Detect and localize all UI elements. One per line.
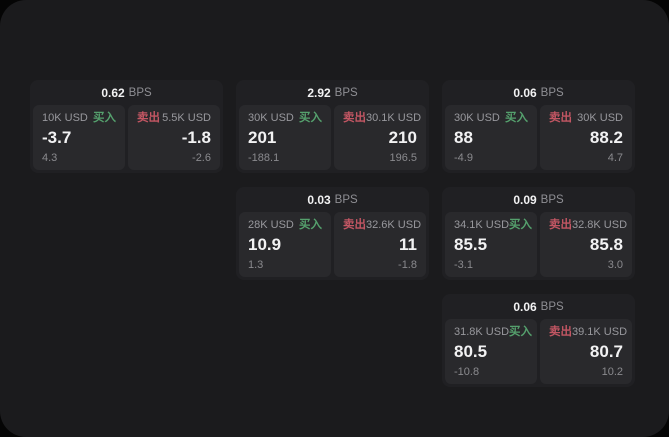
buy-amount: 34.1K USD — [454, 219, 510, 231]
sell-side-label: 卖出 — [549, 112, 572, 124]
bps-header: 0.03 BPS — [236, 187, 429, 212]
quote-panels: 10K USD 买入 -3.7 4.3 卖出 5.5K USD -1.8 -2.… — [30, 105, 223, 173]
buy-change: -10.8 — [454, 366, 480, 378]
buy-change: -3.1 — [454, 259, 473, 271]
bps-value: 0.03 — [307, 192, 331, 207]
sell-price: 210 — [388, 128, 417, 147]
buy-side-label: 买入 — [509, 219, 533, 231]
quote-card: 0.06 BPS 31.8K USD 买入 80.5 -10.8 卖出 39.1… — [442, 294, 635, 387]
sell-side-label: 卖出 — [343, 112, 366, 124]
buy-price: 80.5 — [454, 342, 488, 361]
buy-amount: 30K USD — [454, 112, 500, 124]
buy-change: 4.3 — [42, 152, 58, 164]
sell-side-label: 卖出 — [549, 219, 572, 231]
sell-amount: 32.6K USD — [366, 219, 422, 231]
buy-side-label: 买入 — [505, 112, 528, 124]
buy-amount: 28K USD — [248, 219, 294, 231]
buy-amount: 31.8K USD — [454, 326, 510, 338]
quote-panels: 28K USD 买入 10.9 1.3 卖出 32.6K USD 11 -1.8 — [236, 212, 429, 280]
sell-quote-panel[interactable]: 卖出 32.6K USD 11 -1.8 — [334, 212, 426, 277]
quote-panels: 30K USD 买入 88 -4.9 卖出 30K USD 88.2 4.7 — [442, 105, 635, 173]
sell-change: 10.2 — [601, 366, 623, 378]
buy-amount: 10K USD — [42, 112, 88, 124]
bps-header: 0.09 BPS — [442, 187, 635, 212]
sell-amount: 30.1K USD — [366, 112, 422, 124]
buy-change: 1.3 — [248, 259, 264, 271]
sell-side-label: 卖出 — [549, 326, 572, 338]
quote-panels: 34.1K USD 买入 85.5 -3.1 卖出 32.8K USD 85.8… — [442, 212, 635, 280]
sell-price: 88.2 — [589, 128, 623, 147]
sell-price: 80.7 — [589, 342, 623, 361]
bps-header: 2.92 BPS — [236, 80, 429, 105]
sell-change: -1.8 — [398, 259, 417, 271]
buy-price: 85.5 — [454, 235, 488, 254]
quote-panels: 31.8K USD 买入 80.5 -10.8 卖出 39.1K USD 80.… — [442, 319, 635, 387]
sell-amount: 5.5K USD — [162, 112, 211, 124]
bps-value: 0.62 — [101, 85, 125, 100]
buy-change: -4.9 — [454, 152, 473, 164]
buy-quote-panel[interactable]: 30K USD 买入 88 -4.9 — [445, 105, 537, 170]
sell-quote-panel[interactable]: 卖出 30.1K USD 210 196.5 — [334, 105, 426, 170]
quote-cards-grid: 0.62 BPS 10K USD 买入 -3.7 4.3 卖出 5.5K USD — [30, 80, 635, 387]
sell-quote-panel[interactable]: 卖出 32.8K USD 85.8 3.0 — [540, 212, 632, 277]
buy-quote-panel[interactable]: 10K USD 买入 -3.7 4.3 — [33, 105, 125, 170]
bps-header: 0.06 BPS — [442, 294, 635, 319]
quote-card: 0.03 BPS 28K USD 买入 10.9 1.3 卖出 32.6K US… — [236, 187, 429, 280]
sell-change: -2.6 — [192, 152, 211, 164]
sell-side-label: 卖出 — [343, 219, 366, 231]
bps-value: 2.92 — [307, 85, 331, 100]
quote-panels: 30K USD 买入 201 -188.1 卖出 30.1K USD 210 1… — [236, 105, 429, 173]
quote-card: 0.09 BPS 34.1K USD 买入 85.5 -3.1 卖出 32.8K… — [442, 187, 635, 280]
sell-amount: 39.1K USD — [572, 326, 628, 338]
quote-card: 0.06 BPS 30K USD 买入 88 -4.9 卖出 30K USD — [442, 80, 635, 173]
buy-side-label: 买入 — [299, 112, 322, 124]
sell-change: 3.0 — [607, 259, 623, 271]
buy-price: 88 — [454, 128, 473, 147]
buy-quote-panel[interactable]: 28K USD 买入 10.9 1.3 — [239, 212, 331, 277]
sell-side-label: 卖出 — [137, 112, 160, 124]
sell-amount: 32.8K USD — [572, 219, 628, 231]
buy-side-label: 买入 — [299, 219, 322, 231]
bps-unit-label: BPS — [334, 86, 358, 99]
sell-amount: 30K USD — [577, 112, 623, 124]
sell-quote-panel[interactable]: 卖出 30K USD 88.2 4.7 — [540, 105, 632, 170]
buy-quote-panel[interactable]: 34.1K USD 买入 85.5 -3.1 — [445, 212, 537, 277]
sell-price: -1.8 — [181, 128, 211, 147]
buy-change: -188.1 — [248, 152, 280, 164]
sell-price: 11 — [399, 235, 417, 254]
bps-header: 0.62 BPS — [30, 80, 223, 105]
sell-quote-panel[interactable]: 卖出 5.5K USD -1.8 -2.6 — [128, 105, 220, 170]
bps-value: 0.06 — [513, 85, 537, 100]
sell-quote-panel[interactable]: 卖出 39.1K USD 80.7 10.2 — [540, 319, 632, 384]
buy-side-label: 买入 — [93, 112, 116, 124]
sell-price: 85.8 — [589, 235, 623, 254]
buy-price: -3.7 — [42, 128, 72, 147]
buy-amount: 30K USD — [248, 112, 294, 124]
sell-change: 4.7 — [607, 152, 623, 164]
quote-card: 2.92 BPS 30K USD 买入 201 -188.1 卖出 30.1K … — [236, 80, 429, 173]
bps-unit-label: BPS — [540, 86, 564, 99]
buy-price: 10.9 — [248, 235, 282, 254]
bps-value: 0.09 — [513, 192, 537, 207]
bps-unit-label: BPS — [540, 193, 564, 206]
quote-card: 0.62 BPS 10K USD 买入 -3.7 4.3 卖出 5.5K USD — [30, 80, 223, 173]
buy-quote-panel[interactable]: 30K USD 买入 201 -188.1 — [239, 105, 331, 170]
bps-unit-label: BPS — [128, 86, 152, 99]
sell-change: 196.5 — [389, 152, 417, 164]
bps-header: 0.06 BPS — [442, 80, 635, 105]
bps-value: 0.06 — [513, 299, 537, 314]
bps-unit-label: BPS — [540, 300, 564, 313]
buy-quote-panel[interactable]: 31.8K USD 买入 80.5 -10.8 — [445, 319, 537, 384]
buy-side-label: 买入 — [509, 326, 533, 338]
bps-unit-label: BPS — [334, 193, 358, 206]
buy-price: 201 — [248, 128, 277, 147]
